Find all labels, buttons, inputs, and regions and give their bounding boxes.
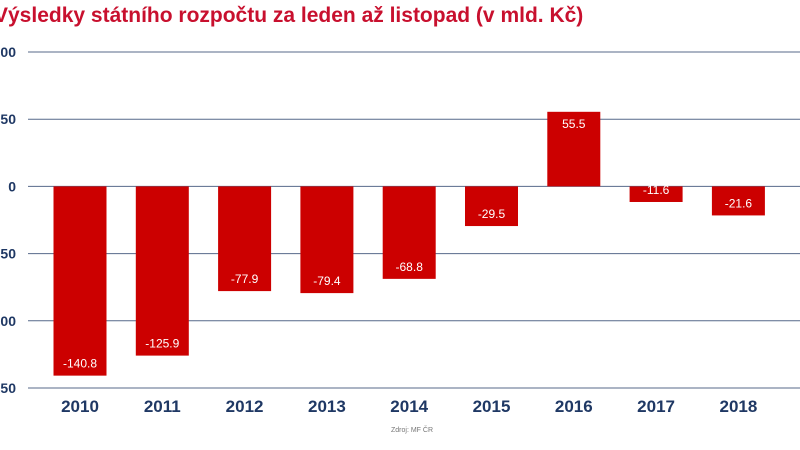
x-tick-label: 2012	[226, 397, 264, 416]
x-tick-label: 2013	[308, 397, 346, 416]
x-tick-label: 2010	[61, 397, 99, 416]
data-label: -21.6	[725, 196, 753, 210]
y-tick-label: 0	[8, 178, 16, 194]
x-tick-label: 2014	[390, 397, 428, 416]
data-label: -77.9	[231, 272, 259, 286]
bar	[300, 186, 354, 294]
bar	[711, 186, 765, 216]
data-label: -79.4	[313, 274, 341, 288]
bar	[547, 111, 601, 187]
bar	[218, 186, 272, 292]
x-tick-label: 2015	[473, 397, 511, 416]
y-tick-label: -150	[0, 380, 16, 396]
data-label: -29.5	[478, 207, 506, 221]
y-tick-label: 100	[0, 44, 16, 60]
y-tick-label: -100	[0, 313, 16, 329]
bar	[382, 186, 436, 279]
x-axis: 2010 2011 2012 2013 2014 2015 2016 2017 2018	[61, 397, 757, 416]
data-label: -11.6	[643, 183, 670, 197]
data-label: -68.8	[396, 260, 424, 274]
data-labels: -140.8 -125.9 -77.9 -79.4 -68.8 -29.5 55.5 -11.…	[63, 117, 752, 371]
bar	[629, 186, 683, 202]
y-tick-label: 50	[0, 111, 16, 127]
bar	[135, 186, 189, 356]
y-axis: 100 50 0 -50 -100 -150	[0, 44, 16, 396]
x-tick-label: 2016	[555, 397, 593, 416]
data-label: 55.5	[562, 117, 586, 131]
data-label: -140.8	[63, 357, 97, 371]
data-label: -125.9	[145, 337, 179, 351]
chart-title: Výsledky státního rozpočtu za leden až l…	[0, 4, 584, 27]
bar	[53, 186, 107, 376]
x-tick-label: 2018	[719, 397, 757, 416]
x-tick-label: 2017	[637, 397, 675, 416]
x-tick-label: 2011	[144, 397, 181, 416]
source-note: Zdroj: MF ČR	[391, 425, 433, 434]
y-tick-label: -50	[0, 246, 16, 262]
bar	[465, 186, 518, 227]
bars	[53, 111, 765, 376]
